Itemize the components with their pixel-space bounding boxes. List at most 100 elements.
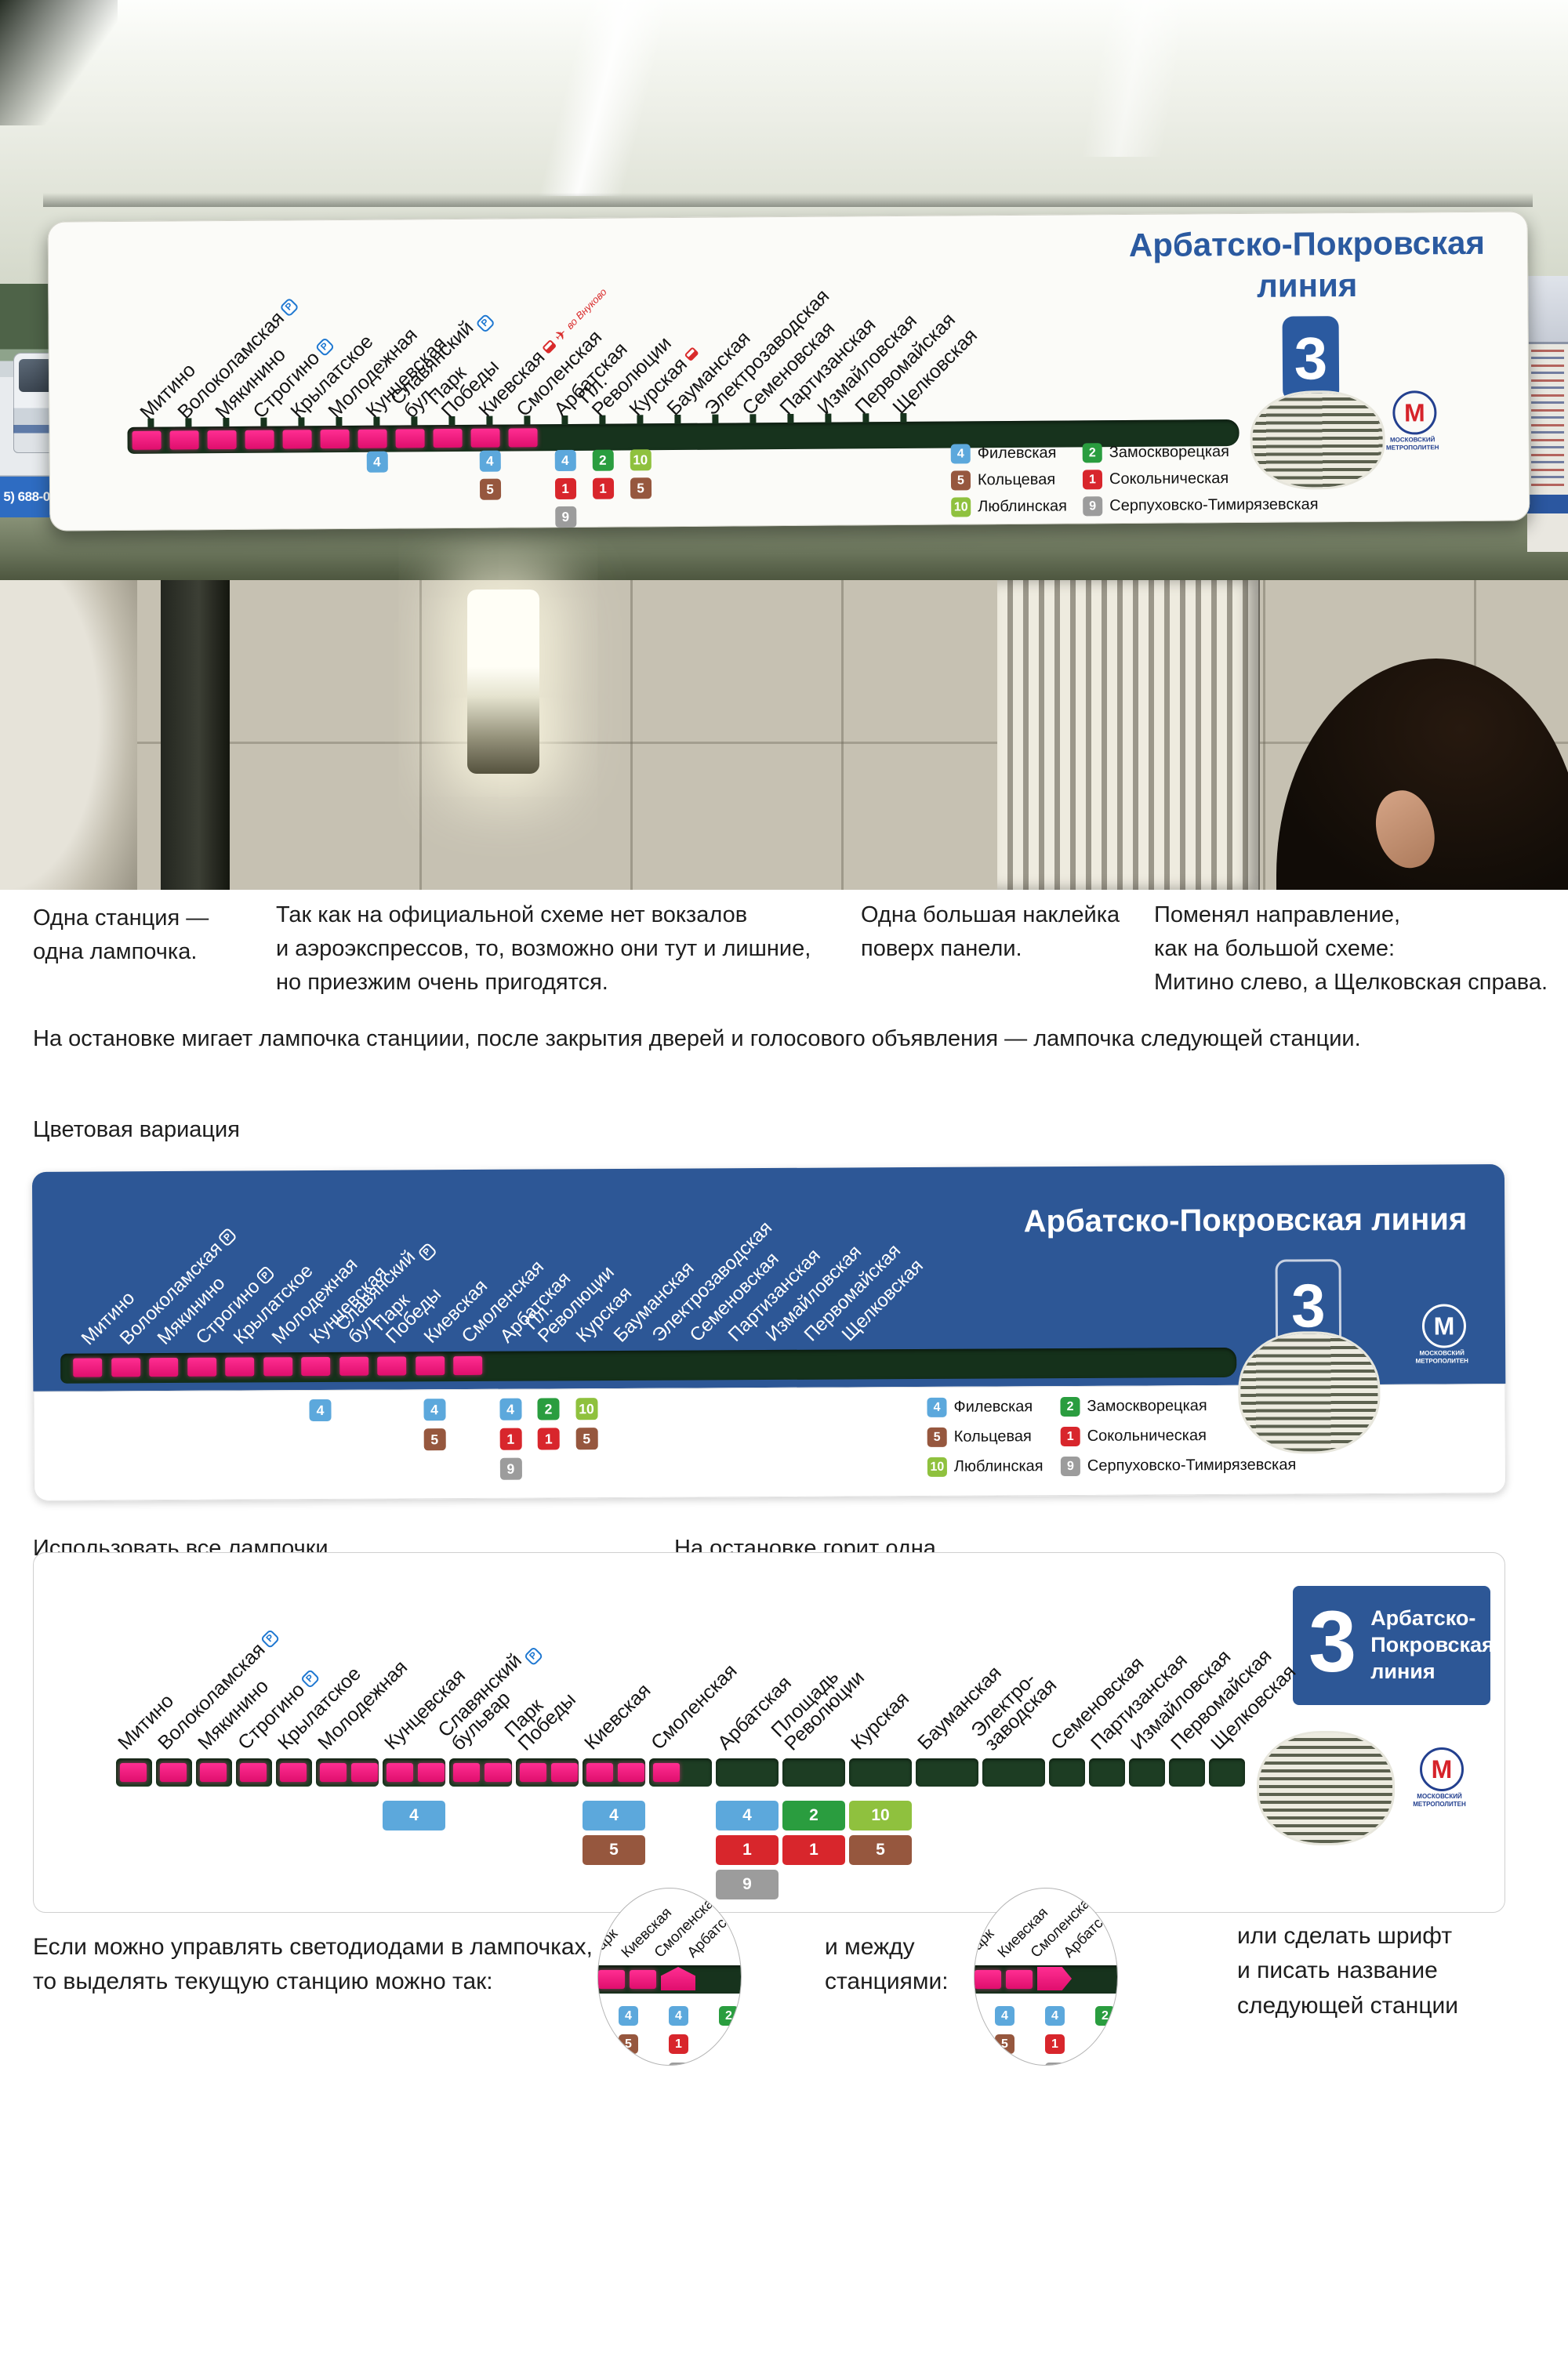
transfer-badge: 2 [782, 1801, 845, 1830]
fluted-pilaster [997, 580, 1260, 890]
train-icon [684, 346, 699, 362]
legend-label: Филевская [953, 1398, 1033, 1416]
transfer-badge: 4 [554, 449, 576, 472]
note-led-control: Если можно управлять светодиодами в ламп… [33, 1934, 593, 1995]
station-lamp [551, 1763, 578, 1782]
strip-segment [1049, 1758, 1085, 1787]
station-lamp [415, 1356, 445, 1376]
transfer-badge: 1 [499, 1428, 522, 1450]
legend-row: 10 Люблинская [927, 1457, 1044, 1477]
transfer-badge: 9 [499, 1457, 522, 1480]
legend-label: Замоскворецкая [1087, 1397, 1207, 1415]
transfer-badge: 4 [669, 2006, 688, 2026]
strip-segment [1169, 1758, 1205, 1787]
station-name: Парк [974, 1925, 998, 1961]
strip-segment [849, 1758, 912, 1787]
transfer-badge: 4 [716, 1801, 779, 1830]
transfer-badge: 5 [995, 2034, 1014, 2054]
station-lamp [653, 1763, 680, 1782]
station-lamp [358, 429, 387, 448]
transfer-badge: 5 [583, 1835, 645, 1865]
station-lamp [73, 1358, 103, 1377]
train-icon [541, 339, 557, 355]
legend-badge: 9 [1060, 1456, 1080, 1477]
station-lamp [520, 1763, 546, 1782]
line-title-box: 3 Арбатско- Покровская линия [1293, 1586, 1494, 1705]
legend-row: 4 Филевская [927, 1397, 1033, 1417]
station-lamp [225, 1357, 255, 1377]
station-lamp [586, 1763, 613, 1782]
note-blinking: На остановке мигает лампочка станциии, п… [33, 1026, 1361, 1051]
transfer-badge: 4 [479, 450, 501, 472]
legend-badge: 10 [927, 1457, 947, 1477]
transfer-badge: 5 [575, 1428, 598, 1450]
station-lamp [149, 1357, 179, 1377]
detail-between-stations: ПаркКиевскаяСмоленскаяАрбатская454192 [974, 1888, 1118, 2066]
line-title: Арбатско-Покровская линия [1128, 223, 1486, 304]
transfer-badge: 1 [1045, 2034, 1065, 2054]
legend-badge: 2 [1060, 1396, 1080, 1417]
station-lamp [263, 1357, 292, 1377]
legend-label: Серпуховско-Тимирязевская [1087, 1456, 1297, 1475]
transfer-badge: 4 [995, 2006, 1014, 2026]
strip-segment [916, 1758, 978, 1787]
legend-badge: 1 [1060, 1426, 1080, 1447]
station-name: Киевская [580, 1679, 655, 1754]
transfer-badge: 1 [669, 2034, 688, 2054]
transfer-badge: 5 [849, 1835, 912, 1865]
station-lamp [320, 1763, 347, 1782]
station-lamp [485, 1763, 511, 1782]
legend-label: Люблинская [953, 1457, 1044, 1475]
station-lamp [320, 429, 350, 449]
station-lamp [111, 1358, 140, 1377]
transfer-badge: 4 [309, 1399, 332, 1422]
station-lamp [630, 1970, 656, 1989]
station-label-rotated: Парк [974, 1925, 998, 1961]
parking-icon: P [260, 1628, 281, 1649]
legend-label: Кольцевая [977, 470, 1056, 489]
station-lamp [301, 1356, 331, 1377]
station-lamp [245, 430, 274, 449]
parking-icon: P [523, 1645, 544, 1666]
metro-car-photo: 5) 688-03-01 Арбатско-Покровская линия 3… [0, 0, 1568, 890]
note-sticker: Одна большая наклейка поверх панели. [861, 902, 1120, 961]
note-between: и между станциями: [825, 1934, 949, 1995]
legend-label: Серпуховско-Тимирязевская [1109, 495, 1319, 515]
strip-segment [1089, 1758, 1125, 1787]
parking-icon: P [279, 297, 299, 317]
transfer-badge: 10 [849, 1801, 912, 1830]
strip-segment [716, 1758, 779, 1787]
legend-badge: 5 [950, 470, 971, 491]
speaker-grille [1240, 1333, 1378, 1452]
line-map-panel-blue: Арбатско-Покровская линия 3 М МОСКОВСКИЙ… [31, 1164, 1507, 1501]
note-stations-extra: Так как на официальной схеме нет вокзало… [276, 902, 811, 995]
transfer-badge: 1 [592, 477, 614, 499]
advert-right-phone-band [1527, 495, 1568, 513]
heading-color-variation: Цветовая вариация [33, 1117, 240, 1142]
transfer-badge: 4 [583, 1801, 645, 1830]
station-lamp [120, 1763, 147, 1782]
station-lamp [975, 1970, 1001, 1989]
strip-segment [1209, 1758, 1245, 1787]
station-lamp [508, 428, 538, 448]
legend-row: 2 Замоскворецкая [1082, 442, 1229, 463]
station-lamp [1006, 1970, 1033, 1989]
station-lamp [395, 429, 425, 448]
transfer-badge: 9 [716, 1870, 779, 1899]
transfer-badge: 5 [619, 2034, 638, 2054]
legend-row: 5 Кольцевая [950, 470, 1056, 491]
station-lamp [433, 428, 463, 448]
station-lamp [187, 1357, 216, 1377]
station-lamp [418, 1763, 445, 1782]
panel-mount-shadow [43, 193, 1533, 207]
transfer-badge: 5 [423, 1428, 446, 1451]
legend-row: 2 Замоскворецкая [1060, 1396, 1207, 1417]
metro-logo: М [1392, 390, 1437, 435]
metro-logo: М [1420, 1747, 1464, 1791]
legend-label: Кольцевая [953, 1428, 1032, 1446]
station-name: Курская [847, 1687, 914, 1754]
legend-row: 4 Филевская [950, 444, 1057, 464]
strip-segment [782, 1758, 845, 1787]
metro-logo-caption: МОСКОВСКИЙ МЕТРОПОЛИТЕН [1415, 1349, 1468, 1365]
